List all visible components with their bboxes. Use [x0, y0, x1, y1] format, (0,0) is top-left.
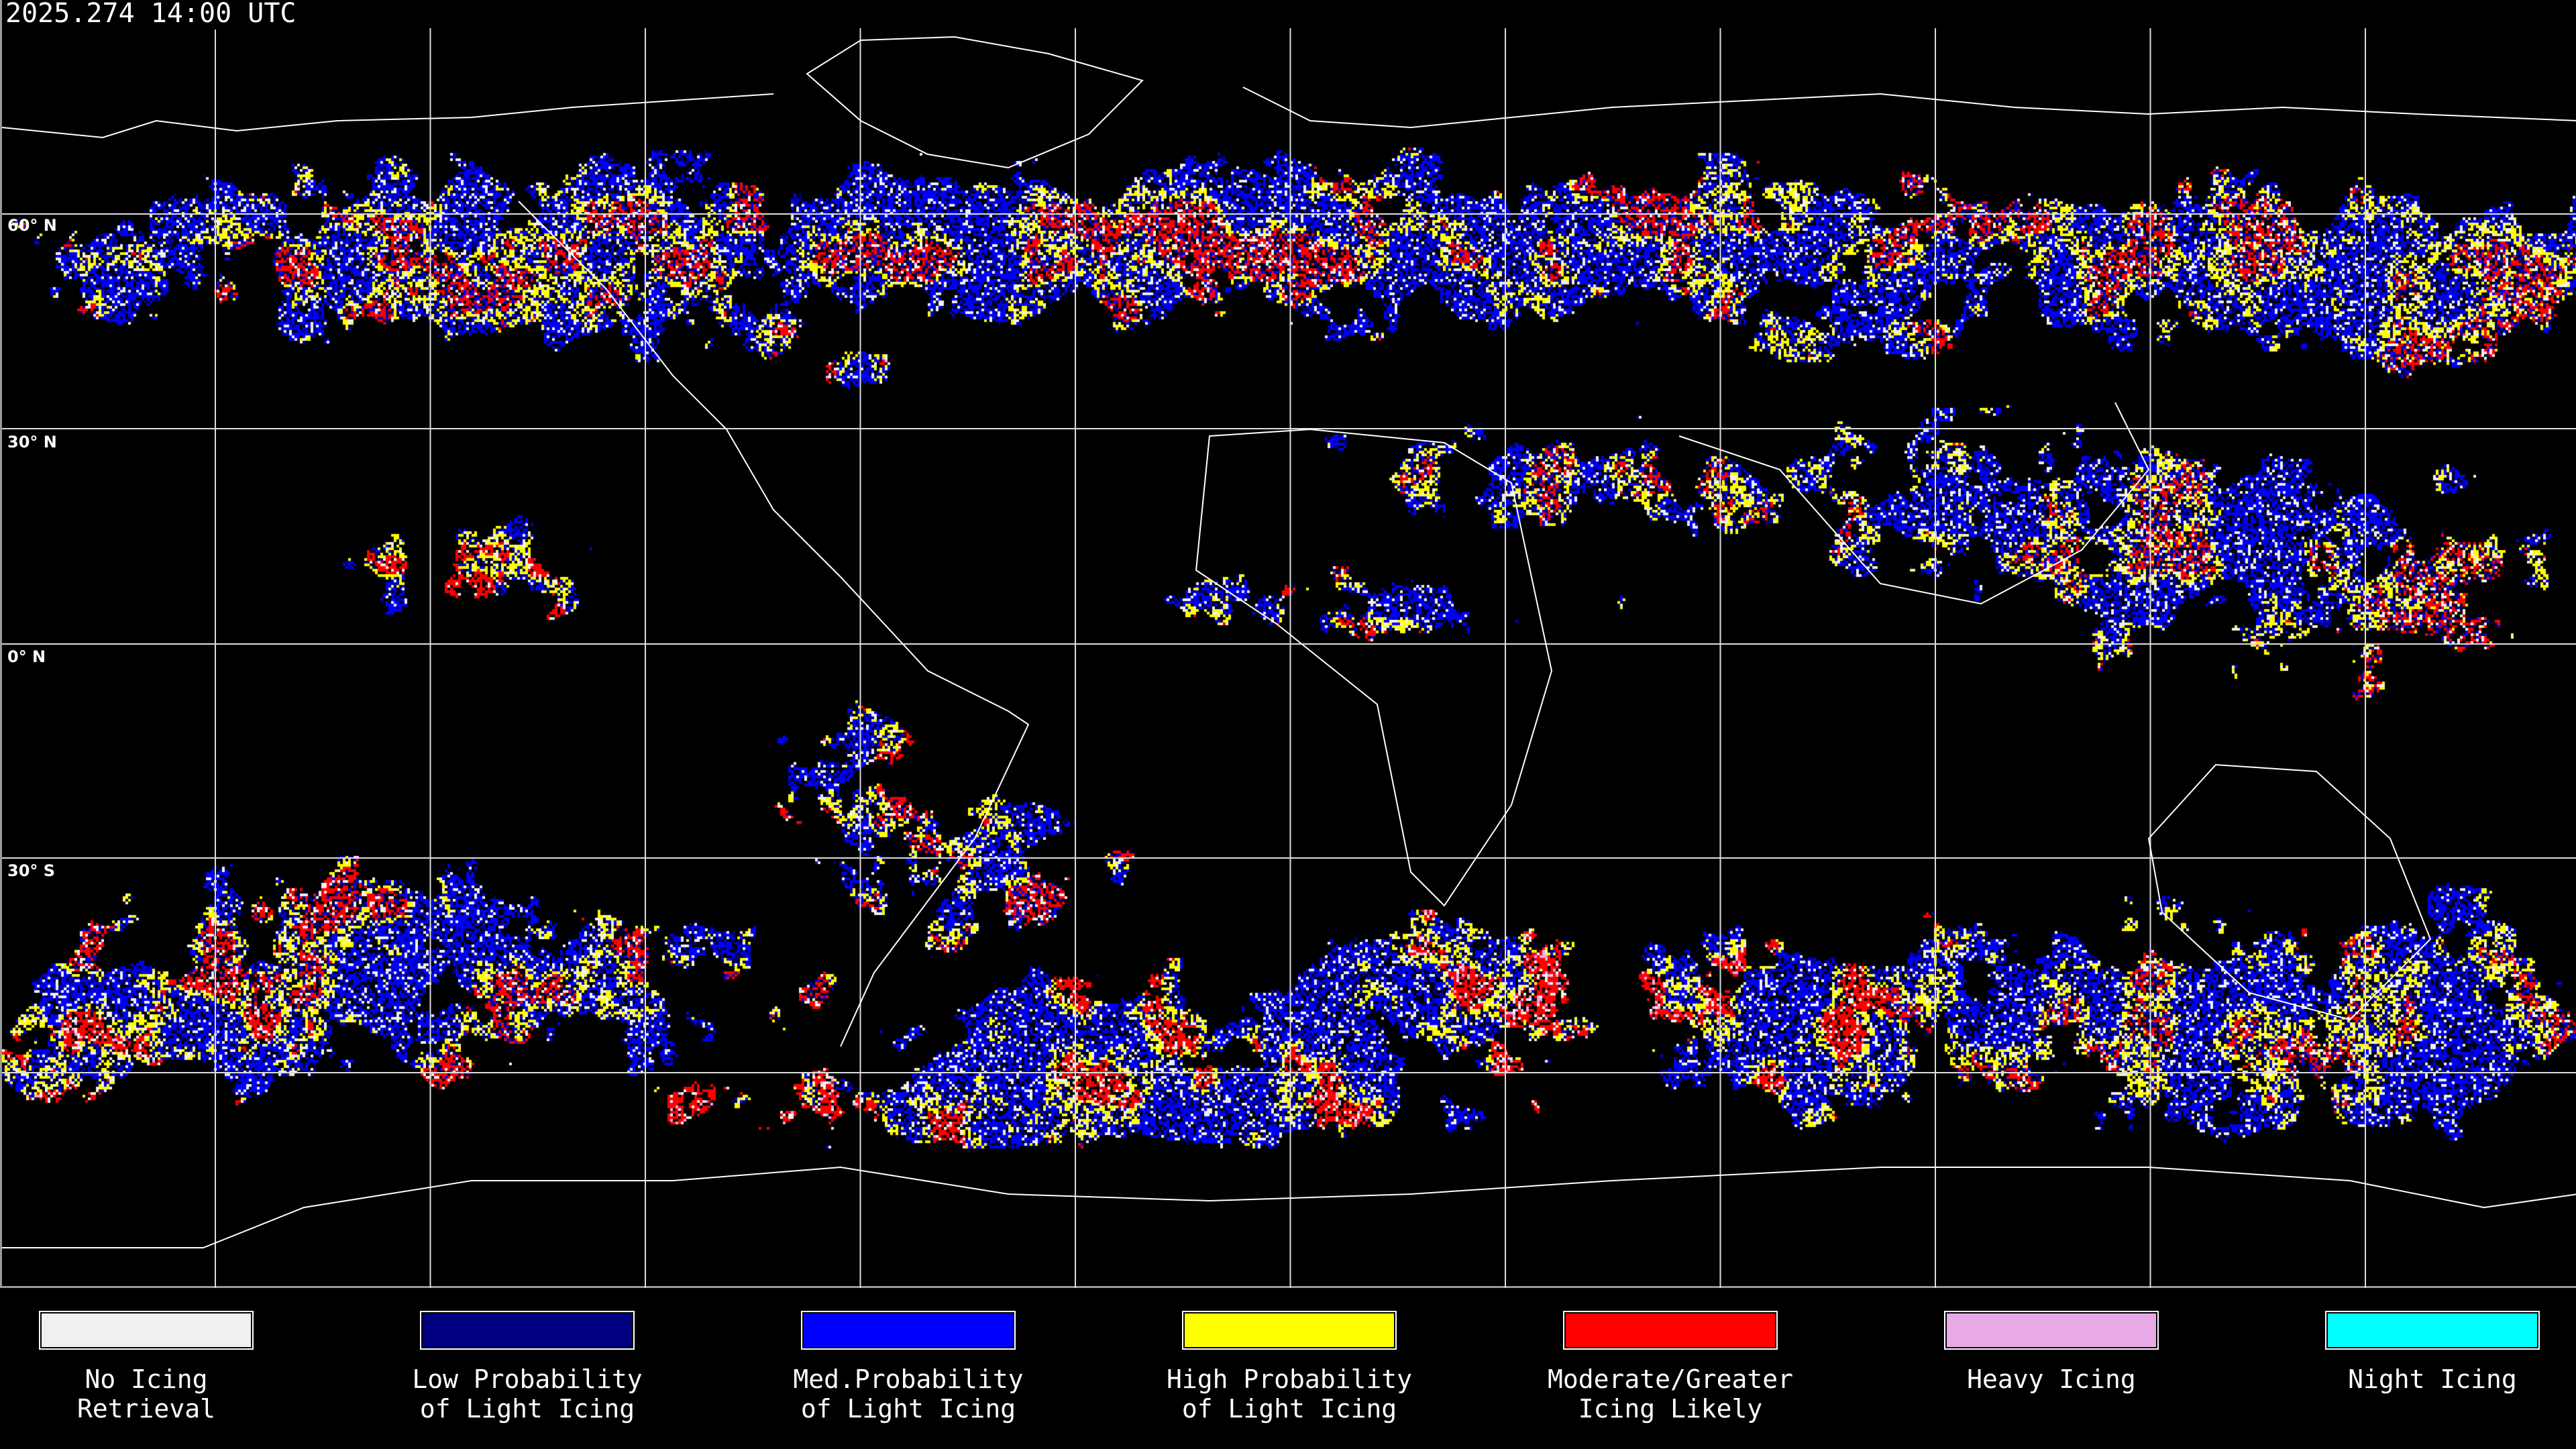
legend: No Icing Retrieval Low Probability of Li… — [0, 1289, 2576, 1449]
legend-swatch — [1182, 1311, 1397, 1350]
legend-label: Moderate/Greater Icing Likely — [1547, 1364, 1794, 1424]
legend-swatch — [1944, 1311, 2159, 1350]
legend-swatch — [801, 1311, 1016, 1350]
coastline — [1678, 402, 2150, 605]
grid-and-coastline-layer — [2, 28, 2576, 1288]
coastline — [1195, 428, 1553, 907]
legend-label: Med.Probability of Light Icing — [793, 1364, 1024, 1424]
legend-item-no-icing: No Icing Retrieval — [0, 1311, 337, 1424]
timestamp: 2025.274 14:00 UTC — [5, 0, 299, 30]
legend-item-high-probability: High Probability of Light Icing — [1099, 1311, 1480, 1424]
legend-swatch — [2325, 1311, 2540, 1350]
legend-label: Night Icing — [2348, 1364, 2517, 1394]
legend-label: Heavy Icing — [1967, 1364, 2136, 1394]
coastline — [2147, 763, 2432, 1021]
legend-item-heavy-icing: Heavy Icing — [1861, 1311, 2242, 1394]
latitude-label-30n: 30° N — [7, 433, 57, 451]
legend-label: High Probability of Light Icing — [1166, 1364, 1413, 1424]
coastline — [1242, 87, 2576, 129]
legend-item-med-probability: Med.Probability of Light Icing — [718, 1311, 1099, 1424]
legend-swatch — [1563, 1311, 1778, 1350]
latitude-label-30s: 30° S — [7, 861, 56, 880]
legend-swatch — [420, 1311, 635, 1350]
coastline — [2, 93, 774, 139]
coastline — [518, 201, 1030, 1047]
legend-item-low-probability: Low Probability of Light Icing — [337, 1311, 718, 1424]
legend-label: No Icing Retrieval — [77, 1364, 215, 1424]
legend-label: Low Probability of Light Icing — [412, 1364, 643, 1424]
latitude-label-60n: 60° N — [7, 216, 57, 235]
icing-map: 2025.274 14:00 UTC 60° N 30° N 0° N 30° … — [0, 0, 2576, 1288]
legend-swatch — [39, 1311, 254, 1350]
legend-item-night-icing: Night Icing — [2242, 1311, 2576, 1394]
latitude-label-0n: 0° N — [7, 647, 46, 666]
coastline — [806, 36, 1144, 169]
coastline — [2, 1166, 2576, 1248]
legend-item-moderate-greater: Moderate/Greater Icing Likely — [1480, 1311, 1861, 1424]
